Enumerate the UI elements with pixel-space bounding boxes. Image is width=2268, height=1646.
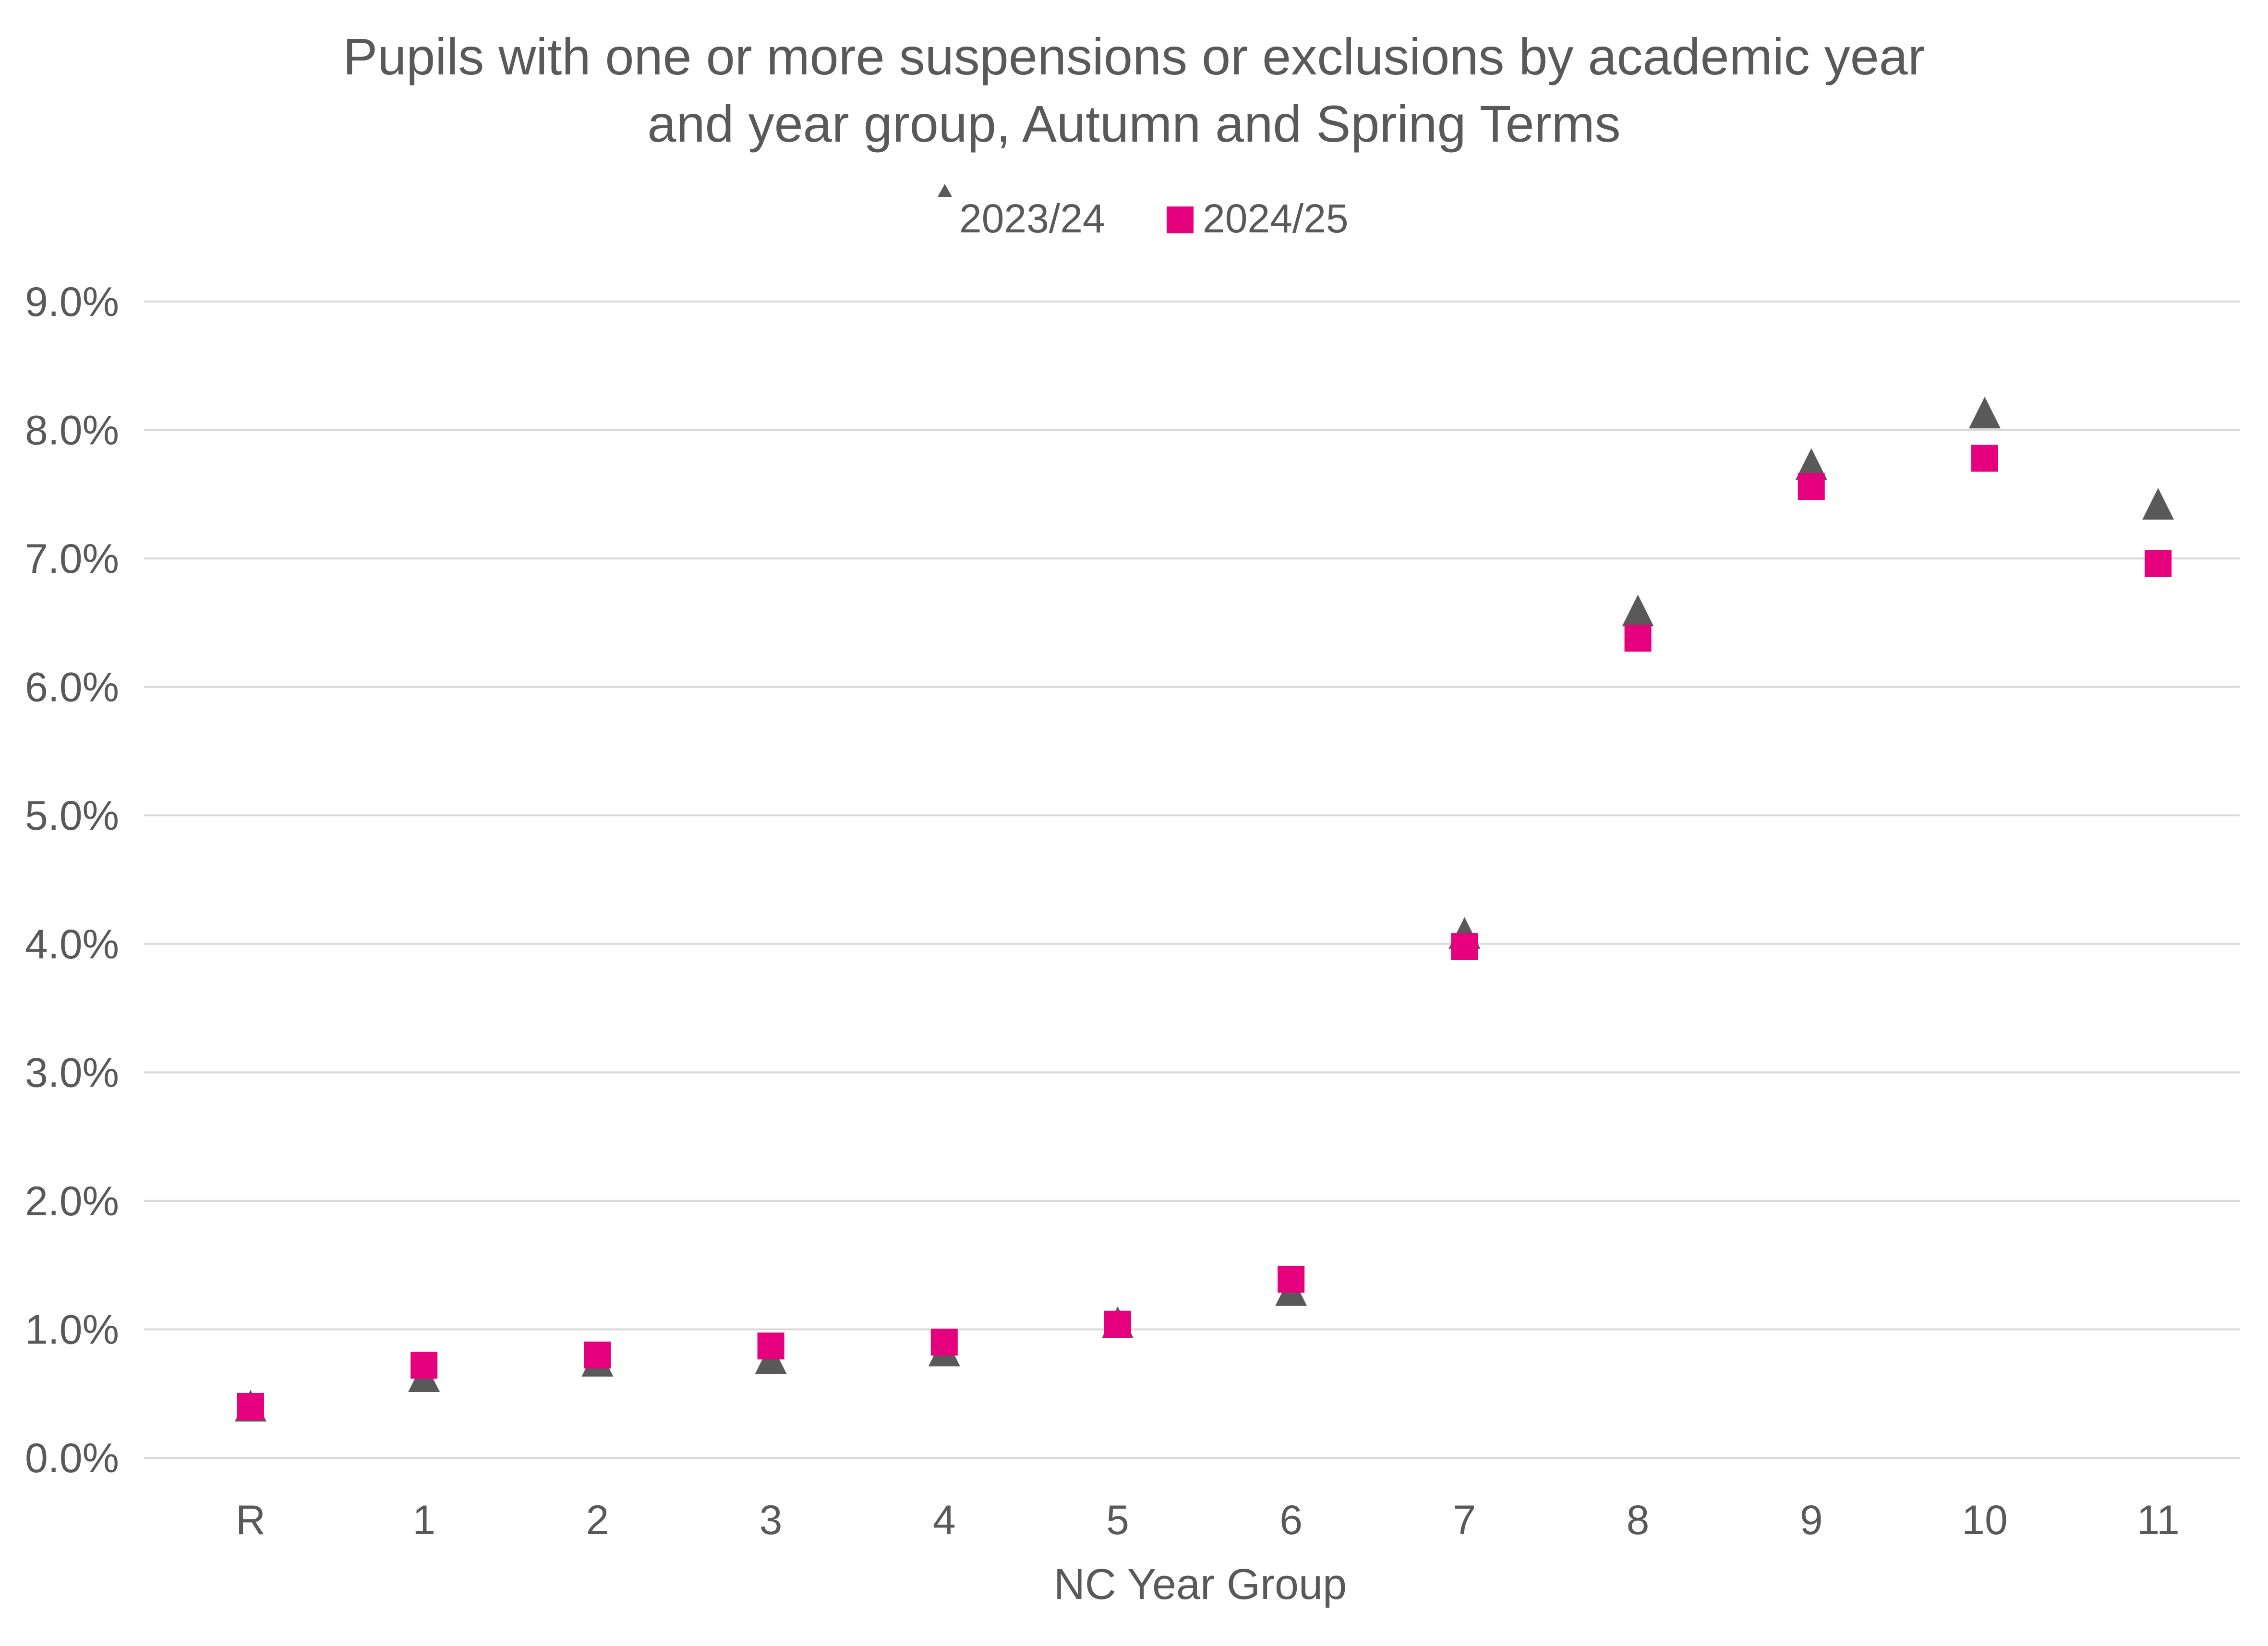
legend-square-marker xyxy=(1167,206,1194,233)
point-2024-25 xyxy=(1624,624,1652,652)
point-2024-25 xyxy=(930,1329,958,1356)
point-2024-25 xyxy=(1971,445,1998,472)
point-2024-25 xyxy=(584,1341,611,1368)
point-2024-25 xyxy=(1451,933,1478,960)
y-tick-label: 8.0% xyxy=(25,408,119,454)
y-tick-label: 3.0% xyxy=(25,1050,119,1096)
x-tick-label: 1 xyxy=(412,1497,435,1543)
point-2024-25 xyxy=(237,1392,264,1420)
chart-title-line-1: Pupils with one or more suspensions or e… xyxy=(343,27,1925,85)
x-tick-label: 10 xyxy=(1962,1497,2008,1543)
point-2023-24 xyxy=(1795,448,1827,480)
legend: 2023/24 2024/25 xyxy=(938,184,1349,241)
y-tick-label: 5.0% xyxy=(25,793,119,839)
y-tick-label: 4.0% xyxy=(25,921,119,968)
x-tick-label: 8 xyxy=(1627,1497,1650,1543)
point-2024-25 xyxy=(2145,550,2172,577)
x-axis-ticks: R 1 2 3 4 5 6 7 8 9 10 11 xyxy=(236,1497,2180,1543)
point-2024-25 xyxy=(757,1332,784,1360)
y-axis-ticks: 0.0% 1.0% 2.0% 3.0% 4.0% 5.0% 6.0% 7.0% 8.0% 9.0% xyxy=(25,279,119,1481)
y-tick-label: 7.0% xyxy=(25,536,119,582)
series-2023-24 xyxy=(235,397,2174,1422)
x-tick-label: R xyxy=(236,1497,265,1543)
y-tick-label: 1.0% xyxy=(25,1307,119,1353)
y-tick-label: 9.0% xyxy=(25,279,119,325)
y-tick-label: 2.0% xyxy=(25,1178,119,1224)
x-tick-label: 7 xyxy=(1453,1497,1476,1543)
y-tick-label: 6.0% xyxy=(25,665,119,711)
point-2024-25 xyxy=(1104,1310,1131,1338)
x-axis-title: NC Year Group xyxy=(1054,1561,1347,1609)
gridlines xyxy=(144,301,2240,1459)
x-tick-label: 5 xyxy=(1106,1497,1129,1543)
chart-title-line-2: and year group, Autumn and Spring Terms xyxy=(647,95,1620,153)
point-2023-24 xyxy=(2142,488,2174,520)
y-tick-label: 0.0% xyxy=(25,1435,119,1481)
legend-triangle-marker xyxy=(938,184,952,197)
point-2024-25 xyxy=(410,1352,438,1379)
x-tick-label: 9 xyxy=(1800,1497,1823,1543)
point-2024-25 xyxy=(1278,1266,1305,1293)
legend-label-2024-25: 2024/25 xyxy=(1203,196,1349,241)
point-2024-25 xyxy=(1798,473,1825,500)
point-2023-24 xyxy=(1622,594,1654,627)
legend-label-2023-24: 2023/24 xyxy=(959,196,1105,241)
x-tick-label: 3 xyxy=(760,1497,783,1543)
x-tick-label: 11 xyxy=(2137,1497,2180,1543)
x-tick-label: 4 xyxy=(933,1497,956,1543)
x-tick-label: 6 xyxy=(1279,1497,1303,1543)
x-tick-label: 2 xyxy=(586,1497,609,1543)
series-2024-25 xyxy=(237,445,2172,1420)
point-2023-24 xyxy=(1969,397,2001,429)
